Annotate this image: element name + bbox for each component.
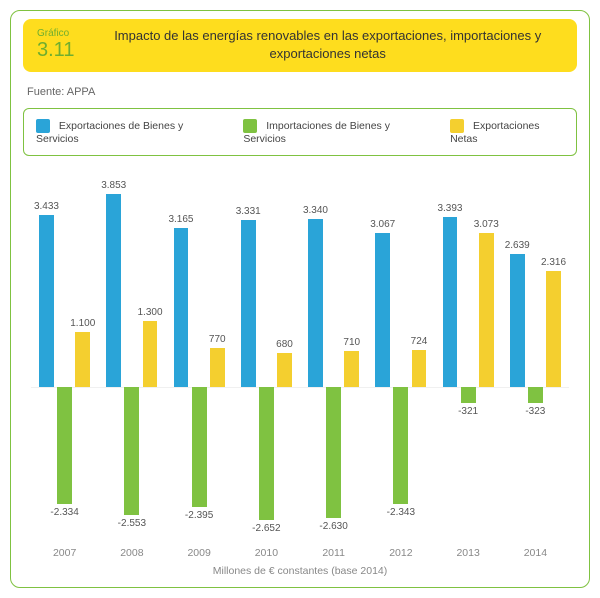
- chart-card: Gráfico 3.11 Impacto de las energías ren…: [10, 10, 590, 588]
- bar-value-label: -2.395: [185, 510, 213, 521]
- x-axis-title: Millones de € constantes (base 2014): [23, 565, 577, 577]
- bar-export: 3.067: [375, 233, 390, 387]
- legend-item: Exportaciones Netas: [450, 119, 564, 145]
- bar-export: 3.853: [106, 194, 121, 387]
- bar-import: -2.553: [124, 387, 139, 515]
- bar-value-label: 1.300: [138, 307, 163, 318]
- bar-group: 2.639-3232.316: [502, 176, 569, 537]
- legend-swatch: [450, 119, 464, 133]
- x-category-label: 2013: [435, 547, 502, 559]
- grafico-badge: Gráfico 3.11: [37, 28, 74, 62]
- bar-value-label: 680: [276, 339, 293, 350]
- bar-value-label: 3.340: [303, 205, 328, 216]
- legend-item: Exportaciones de Bienes y Servicios: [36, 119, 219, 145]
- bar-value-label: -323: [525, 406, 545, 417]
- x-labels: 20072008200920102011201220132014: [31, 547, 569, 559]
- bar-value-label: 770: [209, 334, 226, 345]
- bar-export: 2.639: [510, 254, 525, 386]
- bar-export: 3.340: [308, 219, 323, 386]
- bar-net: 710: [344, 351, 359, 387]
- bar-value-label: 3.067: [370, 219, 395, 230]
- x-category-label: 2010: [233, 547, 300, 559]
- bar-import: -2.343: [393, 387, 408, 504]
- chart-header: Gráfico 3.11 Impacto de las energías ren…: [23, 19, 577, 72]
- legend-label: Importaciones de Bienes y Servicios: [243, 120, 390, 145]
- bar-export: 3.393: [443, 217, 458, 387]
- legend-swatch: [243, 119, 257, 133]
- x-category-label: 2014: [502, 547, 569, 559]
- bar-value-label: 3.433: [34, 201, 59, 212]
- bar-group: 3.340-2.630710: [300, 176, 367, 537]
- bar-net: 1.100: [75, 332, 90, 387]
- bar-import: -2.630: [326, 387, 341, 519]
- grafico-number: 3.11: [37, 39, 74, 62]
- bar-groups: 3.433-2.3341.1003.853-2.5531.3003.165-2.…: [31, 176, 569, 537]
- x-category-label: 2007: [31, 547, 98, 559]
- source-text: Fuente: APPA: [27, 86, 573, 98]
- bar-import: -2.395: [192, 387, 207, 507]
- x-category-label: 2012: [367, 547, 434, 559]
- bar-value-label: -2.553: [118, 518, 146, 529]
- bar-import: -321: [461, 387, 476, 403]
- legend-label: Exportaciones de Bienes y Servicios: [36, 120, 183, 145]
- bar-net: 680: [277, 353, 292, 387]
- bar-value-label: 724: [411, 336, 428, 347]
- bar-value-label: 1.100: [70, 318, 95, 329]
- bar-net: 2.316: [546, 271, 561, 387]
- x-category-label: 2008: [98, 547, 165, 559]
- x-category-label: 2011: [300, 547, 367, 559]
- bar-value-label: 2.316: [541, 257, 566, 268]
- chart-title: Impacto de las energías renovables en la…: [92, 27, 563, 62]
- bar-import: -2.334: [57, 387, 72, 504]
- bar-group: 3.331-2.652680: [233, 176, 300, 537]
- bar-value-label: 3.393: [437, 203, 462, 214]
- bar-value-label: 710: [343, 337, 360, 348]
- bar-value-label: -2.630: [319, 521, 347, 532]
- bar-value-label: 3.331: [236, 206, 261, 217]
- bar-net: 3.073: [479, 233, 494, 387]
- bar-value-label: 3.165: [168, 214, 193, 225]
- bar-export: 3.433: [39, 215, 54, 387]
- bar-group: 3.067-2.343724: [367, 176, 434, 537]
- chart-area: 3.433-2.3341.1003.853-2.5531.3003.165-2.…: [23, 176, 577, 577]
- bar-import: -323: [528, 387, 543, 403]
- grafico-label: Gráfico: [37, 28, 74, 39]
- bar-value-label: -2.334: [50, 507, 78, 518]
- x-category-label: 2009: [166, 547, 233, 559]
- bar-value-label: -2.652: [252, 523, 280, 534]
- legend-item: Importaciones de Bienes y Servicios: [243, 119, 426, 145]
- bar-net: 1.300: [143, 321, 158, 386]
- bar-group: 3.393-3213.073: [435, 176, 502, 537]
- bar-export: 3.331: [241, 220, 256, 387]
- bar-import: -2.652: [259, 387, 274, 520]
- bar-group: 3.433-2.3341.100: [31, 176, 98, 537]
- bar-group: 3.165-2.395770: [166, 176, 233, 537]
- bar-value-label: -2.343: [387, 507, 415, 518]
- plot: 3.433-2.3341.1003.853-2.5531.3003.165-2.…: [31, 176, 569, 537]
- bar-value-label: 2.639: [505, 240, 530, 251]
- bar-value-label: 3.853: [101, 180, 126, 191]
- legend: Exportaciones de Bienes y Servicios Impo…: [23, 108, 577, 156]
- bar-value-label: -321: [458, 406, 478, 417]
- bar-export: 3.165: [174, 228, 189, 387]
- bar-group: 3.853-2.5531.300: [98, 176, 165, 537]
- bar-net: 724: [412, 350, 427, 386]
- legend-swatch: [36, 119, 50, 133]
- bar-value-label: 3.073: [474, 219, 499, 230]
- bar-net: 770: [210, 348, 225, 387]
